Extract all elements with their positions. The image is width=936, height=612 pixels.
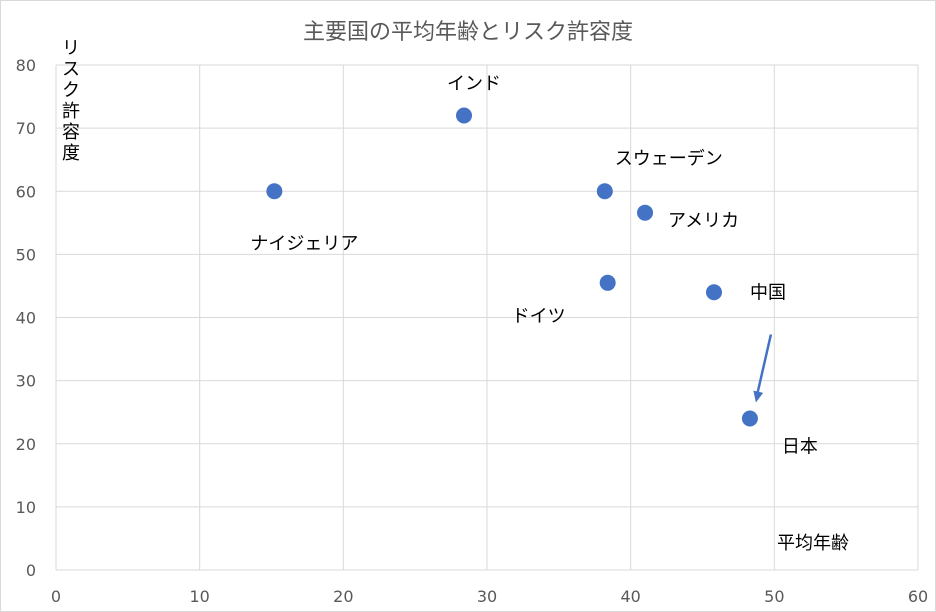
chart-title: 主要国の平均年齢とリスク許容度 — [303, 20, 633, 45]
y-tick-label: 30 — [16, 372, 36, 391]
point-label: スウェーデン — [615, 148, 723, 169]
y-tick-label: 50 — [16, 245, 36, 264]
y-tick-label: 10 — [16, 498, 36, 517]
y-tick-label: 40 — [16, 309, 36, 328]
x-tick-label: 0 — [51, 587, 61, 606]
gridlines — [55, 64, 919, 571]
data-points — [266, 107, 758, 427]
point-label: ドイツ — [512, 306, 566, 327]
point-label: ナイジェリア — [250, 233, 358, 254]
data-point — [599, 274, 616, 291]
x-axis-title: 平均年齢 — [777, 533, 849, 554]
data-point — [596, 183, 613, 200]
data-point — [456, 107, 473, 124]
y-tick-label: 80 — [16, 56, 36, 75]
point-label: インド — [447, 74, 501, 95]
point-label: 日本 — [782, 437, 818, 458]
x-tick-label: 40 — [620, 587, 640, 606]
y-axis-title: リスク許容度 — [62, 38, 80, 164]
y-tick-label: 0 — [26, 561, 36, 580]
point-label: 中国 — [750, 282, 786, 303]
y-tick-label: 20 — [16, 435, 36, 454]
data-point — [705, 284, 722, 301]
x-tick-label: 50 — [764, 587, 784, 606]
x-tick-label: 10 — [189, 587, 209, 606]
annotations — [753, 334, 773, 403]
y-tick-label: 70 — [16, 119, 36, 138]
x-tick-label: 20 — [333, 587, 353, 606]
tick-labels: 0 10 20 30 40 50 60 70 80 0 10 20 30 40 50 60 — [16, 56, 929, 606]
annotation-arrow-head — [753, 390, 764, 403]
point-label: アメリカ — [668, 211, 739, 232]
x-tick-label: 60 — [908, 587, 928, 606]
data-point — [266, 183, 283, 200]
data-point — [741, 410, 758, 427]
y-tick-label: 60 — [16, 182, 36, 201]
data-point — [637, 204, 654, 221]
x-tick-label: 30 — [477, 587, 497, 606]
annotation-arrow-line — [756, 334, 773, 394]
